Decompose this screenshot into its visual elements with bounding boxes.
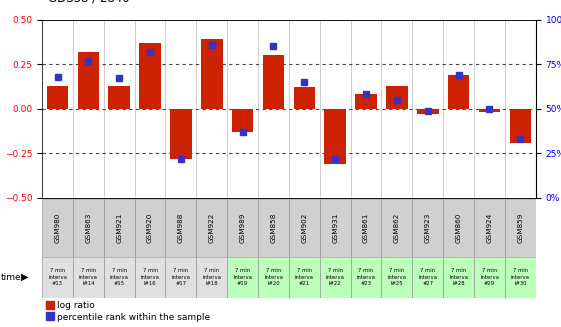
Text: GDS38 / 2840: GDS38 / 2840	[48, 0, 129, 5]
Text: 7 min
interva
I#25: 7 min interva I#25	[388, 268, 406, 286]
Bar	[104, 199, 135, 257]
Text: GSM860: GSM860	[456, 213, 462, 243]
Bar	[474, 257, 505, 298]
Bar	[412, 257, 443, 298]
Bar	[258, 257, 289, 298]
Bar	[263, 55, 284, 109]
Text: 7 min
interva
#13: 7 min interva #13	[48, 268, 67, 286]
Bar	[139, 43, 161, 109]
Bar	[443, 199, 474, 257]
Bar	[448, 75, 470, 109]
Text: 7 min
interva
#29: 7 min interva #29	[480, 268, 499, 286]
Bar	[42, 257, 73, 298]
Text: 7 min
interva
#17: 7 min interva #17	[172, 268, 190, 286]
Bar	[165, 199, 196, 257]
Text: time: time	[1, 273, 22, 282]
Text: GSM862: GSM862	[394, 213, 400, 243]
Text: GSM922: GSM922	[209, 213, 215, 243]
Text: GSM980: GSM980	[54, 213, 61, 243]
Bar	[165, 257, 196, 298]
Bar	[73, 257, 104, 298]
Text: GSM902: GSM902	[301, 213, 307, 243]
Text: 7 min
interva
I#20: 7 min interva I#20	[264, 268, 283, 286]
Text: 7 min
interva
#15: 7 min interva #15	[110, 268, 128, 286]
Bar	[201, 39, 223, 109]
Bar	[509, 109, 531, 143]
Text: 7 min
interva
I#18: 7 min interva I#18	[203, 268, 221, 286]
Bar	[293, 87, 315, 109]
Bar	[258, 199, 289, 257]
Text: 7 min
interva
#23: 7 min interva #23	[357, 268, 375, 286]
Bar	[47, 86, 68, 109]
Bar	[170, 109, 192, 159]
Text: 7 min
interva
#27: 7 min interva #27	[419, 268, 437, 286]
Bar	[355, 95, 377, 109]
Bar	[351, 257, 381, 298]
Bar	[443, 257, 474, 298]
Bar	[42, 199, 73, 257]
Bar	[474, 199, 505, 257]
Text: GSM861: GSM861	[363, 213, 369, 243]
Text: 7 min
interva
#21: 7 min interva #21	[295, 268, 314, 286]
Text: 7 min
interva
I#22: 7 min interva I#22	[326, 268, 344, 286]
Bar	[232, 109, 254, 132]
Bar	[196, 257, 227, 298]
Bar	[324, 109, 346, 164]
Text: GSM923: GSM923	[425, 213, 431, 243]
Bar	[135, 257, 165, 298]
Text: 7 min
interva
I#28: 7 min interva I#28	[449, 268, 468, 286]
Bar	[108, 86, 130, 109]
Bar	[73, 199, 104, 257]
Text: GSM921: GSM921	[116, 213, 122, 243]
Bar	[289, 257, 320, 298]
Bar	[104, 257, 135, 298]
Text: GSM920: GSM920	[147, 213, 153, 243]
Legend: log ratio, percentile rank within the sample: log ratio, percentile rank within the sa…	[47, 301, 210, 321]
Bar	[227, 257, 258, 298]
Text: GSM863: GSM863	[85, 213, 91, 243]
Text: ▶: ▶	[21, 272, 29, 282]
Bar	[289, 199, 320, 257]
Text: 7 min
interva
I#30: 7 min interva I#30	[511, 268, 530, 286]
Text: GSM931: GSM931	[332, 213, 338, 243]
Bar	[196, 199, 227, 257]
Bar	[381, 257, 412, 298]
Text: GSM858: GSM858	[270, 213, 277, 243]
Text: 7 min
interva
I#16: 7 min interva I#16	[141, 268, 159, 286]
Bar	[135, 199, 165, 257]
Text: GSM989: GSM989	[240, 213, 246, 243]
Bar	[381, 199, 412, 257]
Bar	[479, 109, 500, 112]
Text: 7 min
interva
I#14: 7 min interva I#14	[79, 268, 98, 286]
Text: 7 min
interva
#19: 7 min interva #19	[233, 268, 252, 286]
Bar	[351, 199, 381, 257]
Bar	[505, 257, 536, 298]
Bar	[320, 257, 351, 298]
Bar	[77, 52, 99, 109]
Bar	[505, 199, 536, 257]
Text: GSM988: GSM988	[178, 213, 184, 243]
Bar	[320, 199, 351, 257]
Bar	[227, 199, 258, 257]
Bar	[386, 86, 408, 109]
Text: GSM924: GSM924	[486, 213, 493, 243]
Text: GSM859: GSM859	[517, 213, 523, 243]
Bar	[412, 199, 443, 257]
Bar	[417, 109, 439, 114]
